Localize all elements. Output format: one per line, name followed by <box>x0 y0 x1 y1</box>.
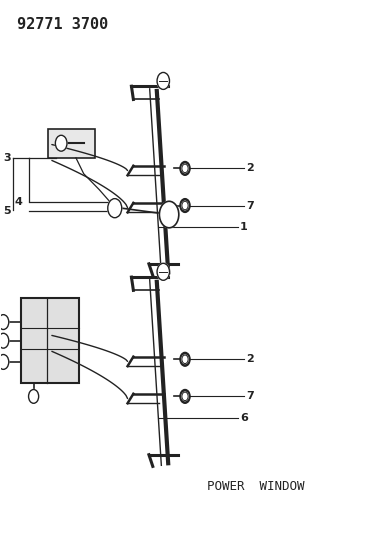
Text: 92771 3700: 92771 3700 <box>17 17 108 33</box>
Circle shape <box>182 392 188 401</box>
Bar <box>21 298 79 383</box>
Circle shape <box>160 201 179 228</box>
Text: 3: 3 <box>4 153 11 163</box>
Circle shape <box>180 352 190 366</box>
Circle shape <box>0 354 9 369</box>
Circle shape <box>29 390 39 403</box>
Text: 2: 2 <box>246 164 254 173</box>
Circle shape <box>157 263 169 280</box>
Circle shape <box>56 135 67 151</box>
Text: 7: 7 <box>246 391 254 401</box>
Circle shape <box>182 201 188 210</box>
Circle shape <box>180 390 190 403</box>
Text: 7: 7 <box>246 200 254 211</box>
Text: 5: 5 <box>4 206 11 216</box>
Circle shape <box>180 199 190 213</box>
Text: 1: 1 <box>240 222 248 232</box>
Circle shape <box>182 164 188 173</box>
Bar <box>48 128 95 158</box>
Text: 6: 6 <box>240 413 248 423</box>
Circle shape <box>0 333 9 348</box>
Circle shape <box>157 72 169 90</box>
Circle shape <box>108 199 122 217</box>
Text: POWER  WINDOW: POWER WINDOW <box>207 480 305 493</box>
Circle shape <box>182 355 188 364</box>
Circle shape <box>180 161 190 175</box>
Text: 4: 4 <box>15 197 23 207</box>
Circle shape <box>0 314 9 329</box>
Text: 2: 2 <box>246 354 254 364</box>
